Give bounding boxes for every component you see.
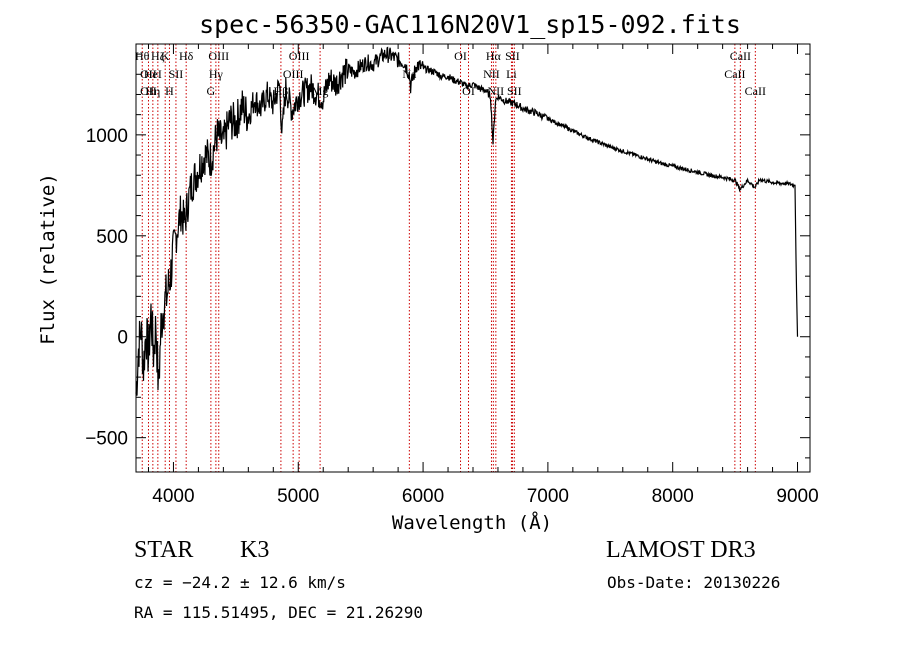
marker-label: Hη [145, 84, 160, 98]
marker-label: OII [140, 84, 157, 98]
marker-label: CaII [730, 49, 751, 63]
marker-label: SII [169, 67, 184, 81]
x-tick-label: 4000 [152, 486, 194, 507]
marker-label: NII [483, 67, 500, 81]
survey-name: LAMOST DR3 [606, 537, 756, 563]
marker-label: Hγ [209, 67, 224, 81]
x-tick-label: 6000 [402, 486, 444, 507]
marker-label: SII [505, 49, 520, 63]
x-tick-label: 9000 [776, 486, 818, 507]
x-axis-ticks: 4000 5000 6000 7000 8000 9000 [147, 44, 819, 507]
y-tick-label: −500 [85, 429, 128, 450]
marker-label: H [165, 84, 174, 98]
y-tick-label: 1000 [86, 126, 128, 147]
marker-label: Hθ [135, 49, 150, 63]
x-tick-label: 5000 [277, 486, 319, 507]
marker-label: OIII [289, 49, 310, 63]
spectrum-line [135, 46, 799, 396]
y-tick-label: 500 [96, 227, 128, 248]
object-type: STAR [134, 537, 194, 563]
x-tick-label: 8000 [652, 486, 694, 507]
marker-label: Hζ [151, 49, 165, 63]
emission-line-markers [141, 44, 756, 472]
spectral-subclass: K3 [240, 537, 270, 563]
y-tick-label: 0 [117, 328, 128, 349]
coordinates: RA = 115.51495, DEC = 21.26290 [134, 603, 423, 622]
marker-label: K [161, 49, 170, 63]
marker-label: CaII [724, 67, 745, 81]
marker-label: Li [506, 67, 517, 81]
marker-label: SII [507, 84, 522, 98]
y-axis-ticks: −500 0 500 1000 [85, 53, 810, 459]
emission-line-labels: HθOIIOIIHeIHηHζKHSIIHδGHγOIIIHβOIIIOIIIM… [135, 49, 766, 98]
chart-title: spec-56350-GAC116N20V1_sp15-092.fits [199, 10, 741, 39]
marker-label: HeI [144, 67, 162, 81]
marker-label: OII [140, 67, 157, 81]
marker-label: OI [454, 49, 467, 63]
marker-label: G [207, 84, 216, 98]
redshift-value: cz = −24.2 ± 12.6 km/s [134, 573, 346, 592]
observation-date: Obs-Date: 20130226 [607, 573, 781, 592]
marker-label: NII [488, 84, 505, 98]
x-tick-label: 7000 [527, 486, 569, 507]
y-axis-title: Flux (relative) [37, 173, 59, 345]
marker-label: Hδ [179, 49, 194, 63]
marker-label: CaII [745, 84, 766, 98]
marker-label: Hα [486, 49, 502, 63]
x-axis-title: Wavelength (Å) [392, 511, 552, 534]
marker-label: OIII [208, 49, 229, 63]
marker-label: OIII [283, 67, 304, 81]
